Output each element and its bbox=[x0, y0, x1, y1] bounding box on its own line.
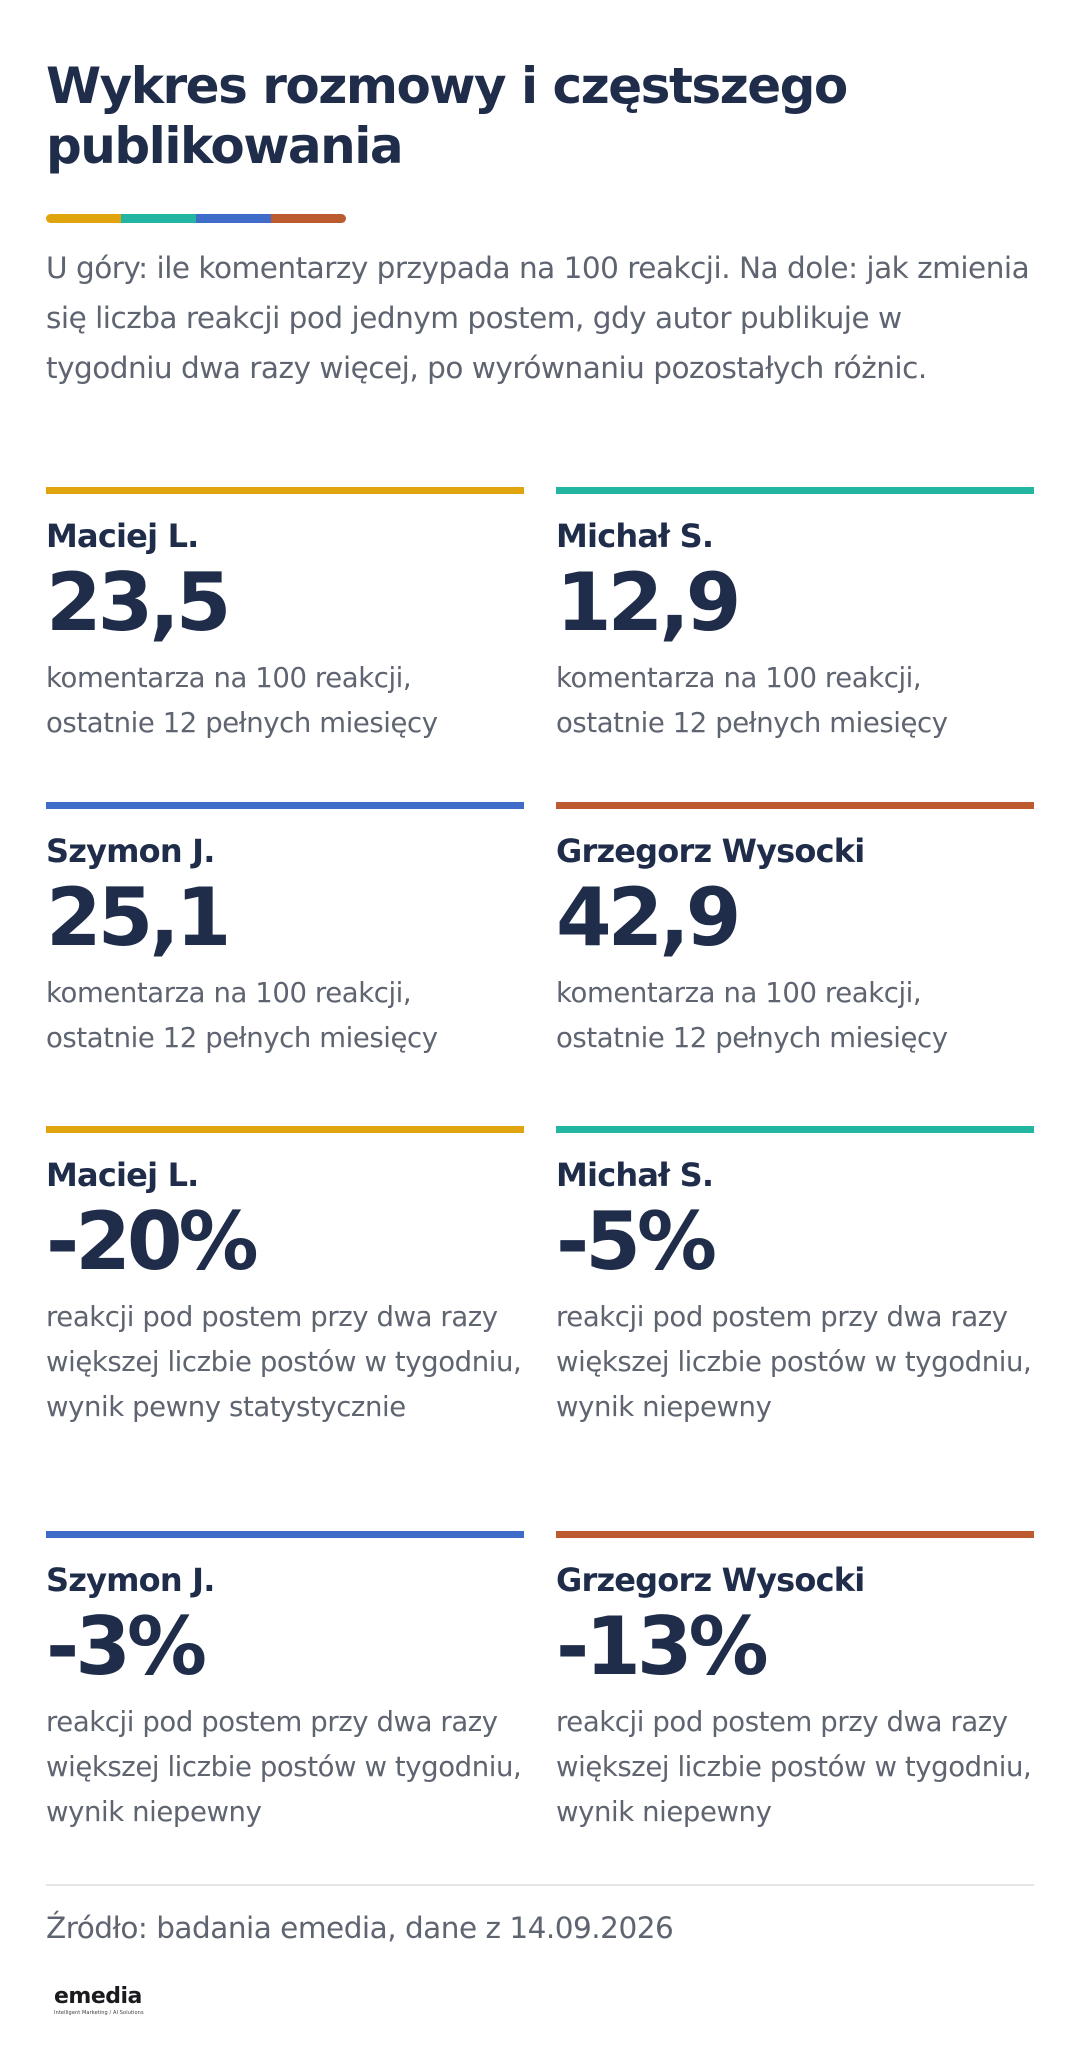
card-color-rule bbox=[46, 487, 524, 494]
stat-description: reakcji pod postem przy dwa razy większe… bbox=[46, 1301, 522, 1423]
comment-card: Grzegorz Wysocki 42,9 komentarza na 100 … bbox=[556, 802, 1034, 1061]
card-color-rule bbox=[46, 1531, 524, 1538]
author-name: Maciej L. bbox=[46, 517, 199, 555]
author-name: Grzegorz Wysocki bbox=[556, 1561, 865, 1599]
stat-description: reakcji pod postem przy dwa razy większe… bbox=[556, 1706, 1032, 1828]
logo-tagline: Intelligent Marketing / AI Solutions bbox=[54, 2010, 144, 2016]
stat-value: -5% bbox=[556, 1195, 717, 1288]
comment-card: Michał S. 12,9 komentarza na 100 reakcji… bbox=[556, 487, 1034, 746]
stat-value: 23,5 bbox=[46, 556, 231, 649]
accent-segment-gold bbox=[46, 214, 121, 223]
card-color-rule bbox=[556, 1531, 1034, 1538]
card-color-rule bbox=[556, 1126, 1034, 1133]
reaction-card: Michał S. -5% reakcji pod postem przy dw… bbox=[556, 1126, 1034, 1430]
logo-wordmark: emedia bbox=[54, 1984, 142, 2009]
stat-description: komentarza na 100 reakcji, ostatnie 12 p… bbox=[556, 977, 948, 1054]
author-name: Maciej L. bbox=[46, 1156, 199, 1194]
stat-description: reakcji pod postem przy dwa razy większe… bbox=[46, 1706, 522, 1828]
source-note: Źródło: badania emedia, dane z 14.09.202… bbox=[46, 1911, 674, 1945]
emedia-logo: emedia Intelligent Marketing / AI Soluti… bbox=[54, 1985, 174, 2019]
stat-description: komentarza na 100 reakcji, ostatnie 12 p… bbox=[46, 977, 438, 1054]
stat-value: -20% bbox=[46, 1195, 259, 1288]
stat-value: -3% bbox=[46, 1600, 207, 1693]
card-color-rule bbox=[46, 1126, 524, 1133]
page-subtitle: U góry: ile komentarzy przypada na 100 r… bbox=[46, 251, 1030, 385]
stat-description: komentarza na 100 reakcji, ostatnie 12 p… bbox=[46, 662, 438, 739]
card-color-rule bbox=[556, 487, 1034, 494]
color-accent-bar bbox=[46, 214, 346, 223]
card-color-rule bbox=[46, 802, 524, 809]
author-name: Grzegorz Wysocki bbox=[556, 832, 865, 870]
stat-value: 12,9 bbox=[556, 556, 741, 649]
stat-description: komentarza na 100 reakcji, ostatnie 12 p… bbox=[556, 662, 948, 739]
card-color-rule bbox=[556, 802, 1034, 809]
accent-segment-rust bbox=[271, 214, 346, 223]
page-title: Wykres rozmowy i częstszego publikowania bbox=[46, 57, 848, 175]
accent-segment-teal bbox=[121, 214, 196, 223]
author-name: Michał S. bbox=[556, 1156, 714, 1194]
stat-value: 25,1 bbox=[46, 871, 231, 964]
author-name: Szymon J. bbox=[46, 832, 215, 870]
stat-value: 42,9 bbox=[556, 871, 741, 964]
reaction-card: Maciej L. -20% reakcji pod postem przy d… bbox=[46, 1126, 524, 1430]
author-name: Michał S. bbox=[556, 517, 714, 555]
stat-value: -13% bbox=[556, 1600, 769, 1693]
comment-card: Szymon J. 25,1 komentarza na 100 reakcji… bbox=[46, 802, 524, 1061]
accent-segment-blue bbox=[196, 214, 271, 223]
stat-description: reakcji pod postem przy dwa razy większe… bbox=[556, 1301, 1032, 1423]
reaction-card: Szymon J. -3% reakcji pod postem przy dw… bbox=[46, 1531, 524, 1835]
reaction-card: Grzegorz Wysocki -13% reakcji pod postem… bbox=[556, 1531, 1034, 1835]
author-name: Szymon J. bbox=[46, 1561, 215, 1599]
comment-card: Maciej L. 23,5 komentarza na 100 reakcji… bbox=[46, 487, 524, 746]
footer-divider bbox=[46, 1884, 1034, 1886]
